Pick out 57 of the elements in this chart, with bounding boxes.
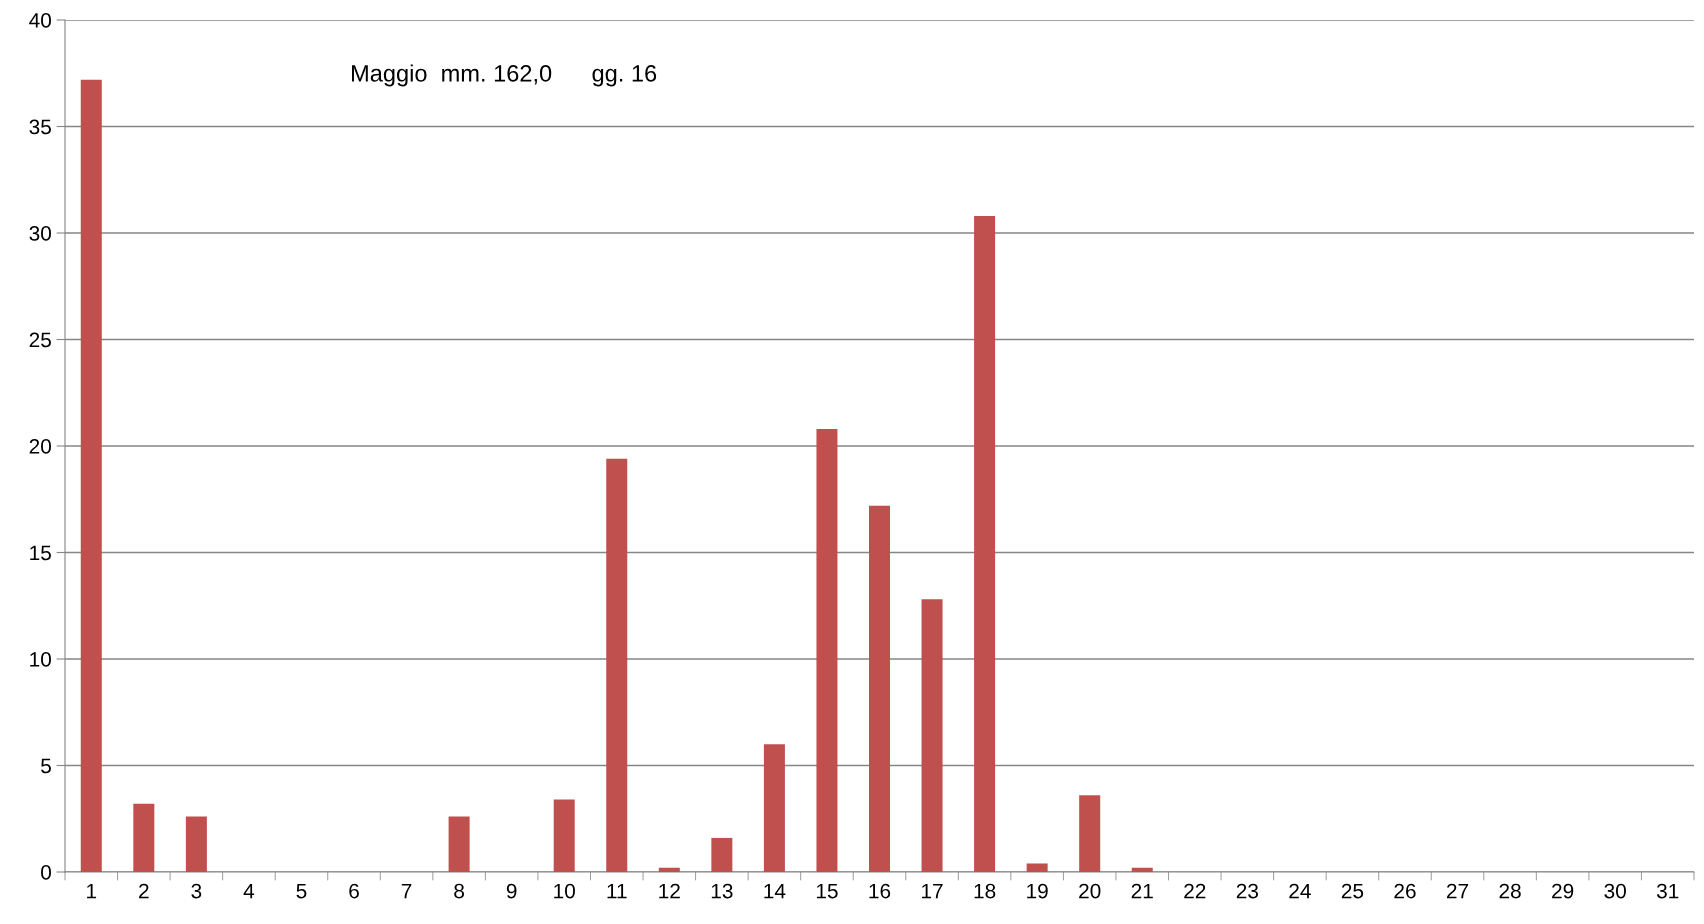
x-tick-label: 4: [243, 883, 255, 899]
x-tick-label: 3: [191, 883, 202, 899]
x-tick-label: 12: [659, 883, 680, 899]
y-tick-label: 15: [30, 545, 51, 561]
x-tick-label: 13: [711, 883, 733, 899]
bar: [1079, 795, 1101, 872]
x-tick-label: 6: [349, 883, 359, 899]
bar: [1026, 863, 1048, 872]
x-tick-label: 2: [139, 883, 149, 899]
x-tick-label: 24: [1289, 883, 1311, 899]
bar: [1131, 867, 1153, 872]
bar: [921, 599, 943, 872]
x-tick-label: 7: [401, 883, 412, 899]
x-tick-label: 30: [1604, 883, 1626, 899]
annotation: Maggio mm. 162,0 gg. 16: [352, 64, 657, 87]
y-tick-label: 0: [41, 865, 51, 880]
x-tick-label: 10: [554, 883, 575, 899]
y-tick-label: 25: [29, 332, 51, 348]
x-tick-label: 31: [1656, 883, 1679, 899]
x-tick-label: 14: [764, 883, 786, 899]
bar: [553, 799, 575, 872]
x-tick-label: 23: [1236, 883, 1259, 899]
bar: [868, 505, 891, 872]
y-tick-label: 35: [29, 119, 51, 135]
y-tick-label: 30: [29, 226, 51, 241]
bar: [448, 816, 470, 872]
x-tick-label: 5: [296, 883, 307, 899]
x-tick-label: 20: [1079, 883, 1101, 899]
bar: [606, 458, 628, 872]
bar: [763, 744, 785, 872]
x-tick-label: 27: [1446, 883, 1469, 899]
x-tick-label: 25: [1341, 883, 1364, 899]
bar: [974, 215, 996, 872]
x-tick-label: 22: [1184, 883, 1206, 899]
x-tick-label: 18: [974, 883, 996, 899]
x-tick-label: 11: [607, 883, 627, 899]
y-tick-label: 10: [30, 652, 51, 667]
bar: [80, 79, 102, 872]
y-tick-label: 20: [29, 439, 51, 454]
y-tick-label: 5: [41, 758, 51, 774]
x-tick-label: 28: [1499, 883, 1521, 899]
bar: [185, 816, 207, 872]
x-tick-label: 19: [1027, 883, 1048, 899]
bar: [816, 428, 838, 872]
x-tick-label: 16: [869, 883, 891, 899]
y-tick-label: 40: [29, 13, 51, 28]
x-tick-label: 29: [1552, 883, 1574, 899]
x-tick-label: 26: [1394, 883, 1416, 899]
x-tick-label: 9: [506, 883, 517, 899]
bar: [133, 803, 155, 872]
x-tick-label: 15: [816, 883, 838, 899]
x-tick-label: 17: [922, 883, 943, 899]
x-tick-label: 1: [87, 883, 97, 899]
x-tick-label: 21: [1131, 883, 1153, 899]
bar: [711, 837, 733, 872]
x-tick-label: 8: [454, 883, 464, 899]
bar: [658, 867, 680, 872]
